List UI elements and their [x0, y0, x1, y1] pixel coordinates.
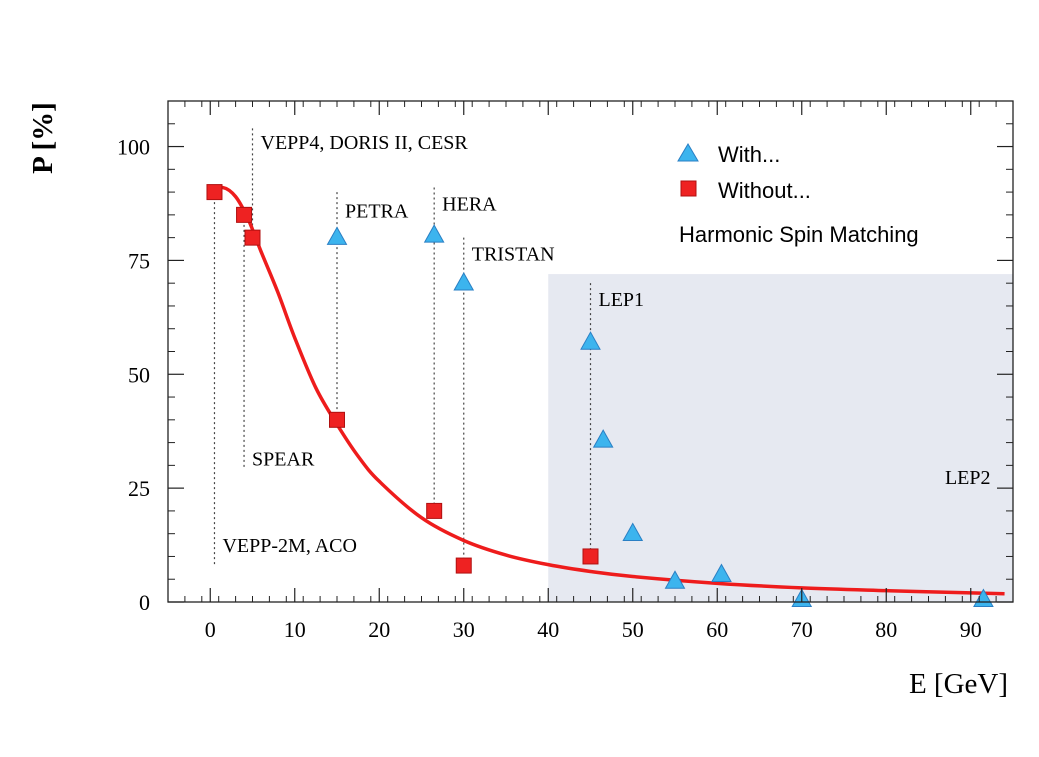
with-data-point [423, 224, 445, 243]
y-tick-label: 75 [128, 248, 150, 273]
data-markers [206, 184, 994, 608]
with-data-point [711, 563, 732, 582]
legend-note: Harmonic Spin Matching [679, 222, 919, 247]
without-data-point [329, 411, 345, 428]
x-tick-label: 40 [537, 617, 559, 642]
with-data-point [580, 331, 601, 350]
legend-triangle-icon [677, 143, 699, 162]
x-tick-label: 30 [453, 617, 475, 642]
x-tick-label: 20 [368, 617, 390, 642]
annotation-label: HERA [442, 193, 497, 215]
with-data-point [453, 271, 475, 291]
x-tick-label: 50 [622, 617, 644, 642]
legend-square-icon [680, 180, 697, 197]
annotation-label: VEPP-2M, ACO [222, 535, 356, 557]
legend-with-label: With... [718, 142, 780, 167]
without-data-point [206, 184, 223, 201]
x-tick-label: 90 [960, 617, 982, 642]
lep2-shaded-region [548, 274, 1013, 602]
x-tick-label: 70 [791, 617, 813, 642]
x-tick-label: 80 [875, 617, 897, 642]
annotation-label: LEP2 [945, 467, 991, 489]
annotation-labels: VEPP-2M, ACO SPEAR VEPP4, DORIS II, CESR PE… [222, 132, 990, 557]
annotation-label: PETRA [345, 200, 409, 222]
x-tick-label: 10 [284, 617, 306, 642]
annotation-label: TRISTAN [472, 244, 555, 266]
x-tick-label: 0 [205, 617, 216, 642]
with-data-point [622, 522, 644, 541]
without-data-point [455, 557, 472, 574]
with-data-point [592, 429, 614, 448]
y-axis-label: P [%] [27, 102, 59, 174]
legend: With... Without... Harmonic Spin Matchin… [677, 142, 919, 247]
x-axis-label: E [GeV] [909, 668, 1008, 700]
annotation-lines [213, 128, 592, 566]
without-data-point [426, 502, 443, 519]
without-data-point [244, 229, 261, 246]
without-data-point [236, 206, 253, 223]
y-tick-label: 50 [128, 362, 150, 387]
annotation-label: LEP1 [599, 289, 645, 311]
annotation-label: SPEAR [252, 449, 315, 471]
annotation-label: VEPP4, DORIS II, CESR [261, 132, 469, 154]
with-data-point [326, 226, 348, 245]
y-tick-label: 25 [128, 476, 150, 501]
axis-tick-labels: 0 10 20 30 40 50 60 70 80 90 0 25 50 75 100 [117, 135, 982, 642]
y-tick-label: 100 [117, 135, 150, 160]
with-data-point [664, 570, 686, 589]
without-data-point [582, 548, 599, 565]
axis-ticks [167, 101, 1014, 603]
x-tick-label: 60 [706, 617, 728, 642]
legend-without-label: Without... [718, 178, 811, 203]
y-tick-label: 0 [139, 590, 150, 615]
